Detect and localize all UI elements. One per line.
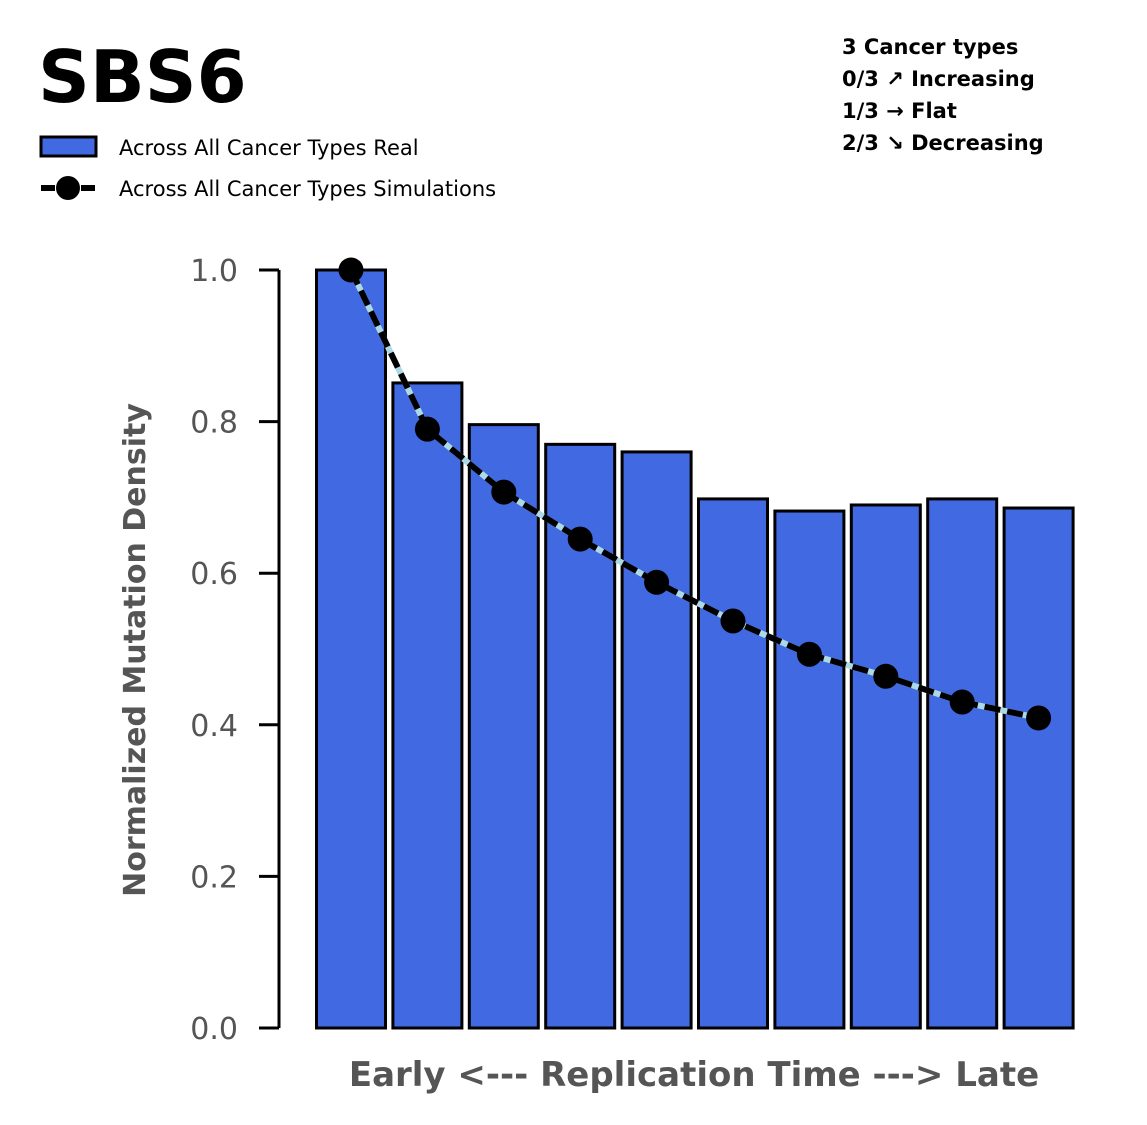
y-tick-label: 0.8 bbox=[190, 406, 238, 441]
bar bbox=[1002, 506, 1075, 1030]
bar bbox=[315, 268, 387, 1030]
y-tick-label: 0.6 bbox=[190, 557, 238, 592]
bar bbox=[773, 509, 846, 1030]
simulation-point bbox=[644, 569, 670, 595]
simulation-point bbox=[414, 416, 440, 442]
simulation-point bbox=[567, 526, 593, 552]
simulation-line-dashed bbox=[348, 268, 1040, 721]
simulation-point bbox=[720, 608, 746, 634]
y-tick-label: 0.4 bbox=[190, 709, 238, 744]
bar bbox=[467, 423, 540, 1030]
y-ticks: 0.0 0.2 0.4 0.6 0.8 1.0 bbox=[190, 254, 279, 1047]
bar bbox=[391, 381, 464, 1030]
annotation-box: 3 Cancer types 0/3 ↗ Increasing 1/3 → Fl… bbox=[842, 35, 1044, 155]
simulation-point bbox=[491, 479, 517, 505]
annotation-line: 3 Cancer types bbox=[842, 35, 1018, 59]
annotation-line: 1/3 → Flat bbox=[842, 99, 957, 123]
legend-label-real: Across All Cancer Types Real bbox=[119, 136, 419, 160]
bar bbox=[697, 497, 769, 1030]
y-tick-label: 0.2 bbox=[190, 860, 238, 895]
legend: Across All Cancer Types Real Across All … bbox=[39, 135, 496, 201]
legend-swatch-real bbox=[39, 135, 98, 158]
legend-label-sim: Across All Cancer Types Simulations bbox=[119, 177, 496, 201]
annotation-line: 0/3 ↗ Increasing bbox=[842, 67, 1035, 91]
y-axis-label: Normalized Mutation Density bbox=[118, 403, 153, 897]
simulation-point bbox=[796, 641, 822, 667]
x-axis-label: Early <--- Replication Time ---> Late bbox=[349, 1055, 1039, 1095]
legend-swatch-sim-marker bbox=[56, 176, 80, 200]
simulation-point bbox=[1026, 705, 1052, 731]
bar bbox=[926, 497, 999, 1030]
bars bbox=[315, 268, 1075, 1030]
simulation-point bbox=[338, 257, 364, 283]
simulation-line bbox=[338, 257, 1052, 731]
simulation-point bbox=[873, 663, 899, 689]
chart-title: SBS6 bbox=[38, 35, 247, 119]
y-tick-label: 0.0 bbox=[190, 1012, 238, 1047]
bar bbox=[849, 503, 922, 1030]
simulation-point bbox=[949, 689, 975, 715]
annotation-line: 2/3 ↘ Decreasing bbox=[842, 131, 1044, 155]
bar bbox=[620, 450, 693, 1030]
y-tick-label: 1.0 bbox=[190, 254, 238, 289]
